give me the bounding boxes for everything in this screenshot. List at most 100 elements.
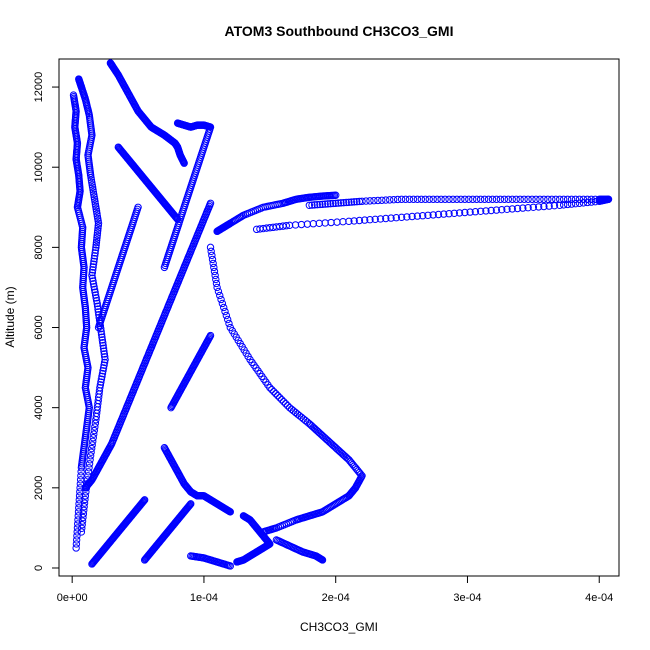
y-tick-label: 4000	[33, 395, 45, 419]
data-point	[90, 426, 99, 435]
series-14	[140, 500, 195, 564]
data-point	[318, 200, 327, 208]
data-point	[91, 291, 100, 299]
data-point	[337, 199, 345, 207]
data-point	[92, 296, 101, 305]
data-point	[540, 195, 548, 203]
data-point	[81, 495, 89, 504]
data-point	[73, 532, 81, 540]
data-point	[89, 185, 97, 194]
data-point	[425, 195, 433, 203]
data-point	[528, 195, 536, 203]
data-point	[563, 195, 572, 203]
data-point	[403, 213, 411, 221]
data-point	[100, 347, 108, 355]
data-point	[548, 195, 556, 203]
data-point	[93, 299, 101, 308]
data-point	[207, 247, 215, 256]
series-10	[252, 195, 613, 234]
data-point	[98, 369, 107, 378]
data-point	[326, 199, 335, 208]
data-point	[99, 367, 107, 375]
data-point	[92, 416, 100, 424]
data-point	[93, 229, 102, 237]
data-point	[233, 558, 241, 566]
data-point	[91, 288, 99, 296]
data-point	[77, 528, 86, 536]
y-axis: 0 2000 4000 6000 8000 10000 12000	[33, 72, 60, 571]
data-point	[91, 246, 100, 254]
data-point	[187, 500, 195, 508]
series-0	[69, 91, 94, 552]
y-tick-label: 12000	[33, 72, 45, 103]
data-point	[217, 295, 225, 304]
data-point	[345, 217, 353, 226]
data-point	[99, 339, 107, 347]
data-point	[88, 441, 96, 449]
data-point	[97, 375, 106, 383]
data-point	[492, 195, 501, 203]
y-tick-label: 2000	[33, 476, 45, 500]
data-point	[89, 266, 97, 274]
data-point	[350, 198, 358, 206]
data-point	[206, 199, 215, 207]
data-point	[332, 191, 340, 199]
data-point	[90, 257, 98, 266]
data-point	[92, 241, 100, 249]
data-point	[140, 496, 148, 505]
x-tick-label: 2e-04	[322, 592, 350, 604]
data-point	[334, 199, 343, 207]
data-point	[185, 501, 194, 510]
data-point	[389, 195, 398, 204]
data-point	[503, 205, 511, 213]
data-point	[138, 498, 147, 506]
data-point	[77, 464, 86, 472]
data-point	[98, 372, 106, 381]
data-point	[172, 214, 180, 222]
data-point	[92, 236, 101, 244]
data-point	[90, 285, 99, 294]
data-point	[134, 203, 142, 211]
data-point	[324, 200, 332, 208]
data-point	[94, 222, 102, 230]
data-point	[75, 496, 83, 504]
series-5	[206, 243, 366, 536]
data-point	[482, 207, 490, 215]
data-point	[571, 195, 580, 203]
data-point	[529, 203, 538, 211]
data-point	[79, 513, 87, 522]
data-point	[487, 206, 495, 215]
data-point	[370, 196, 378, 205]
data-point	[355, 216, 364, 225]
data-points	[69, 59, 613, 570]
data-point	[434, 210, 443, 219]
data-point	[92, 238, 101, 247]
data-point	[559, 195, 568, 203]
data-point	[91, 419, 100, 427]
data-point	[445, 195, 453, 203]
data-point	[450, 209, 458, 218]
data-point	[101, 353, 109, 361]
series-6	[272, 536, 327, 564]
data-point	[362, 197, 370, 205]
data-point	[408, 212, 416, 221]
data-point	[90, 190, 98, 199]
series-16	[114, 143, 182, 224]
data-point	[313, 200, 321, 209]
data-point	[75, 492, 84, 500]
data-point	[305, 201, 314, 209]
data-point	[210, 267, 219, 276]
data-point	[80, 502, 88, 511]
data-point	[272, 389, 280, 398]
data-point	[484, 195, 493, 203]
data-point	[392, 214, 401, 222]
data-point	[397, 195, 406, 203]
x-tick-label: 4e-04	[585, 592, 613, 604]
data-point	[270, 387, 278, 396]
data-point	[318, 556, 327, 564]
data-point	[72, 540, 81, 548]
data-point	[329, 199, 337, 208]
data-point	[342, 198, 350, 207]
series-2	[106, 59, 188, 167]
data-point	[212, 275, 220, 284]
